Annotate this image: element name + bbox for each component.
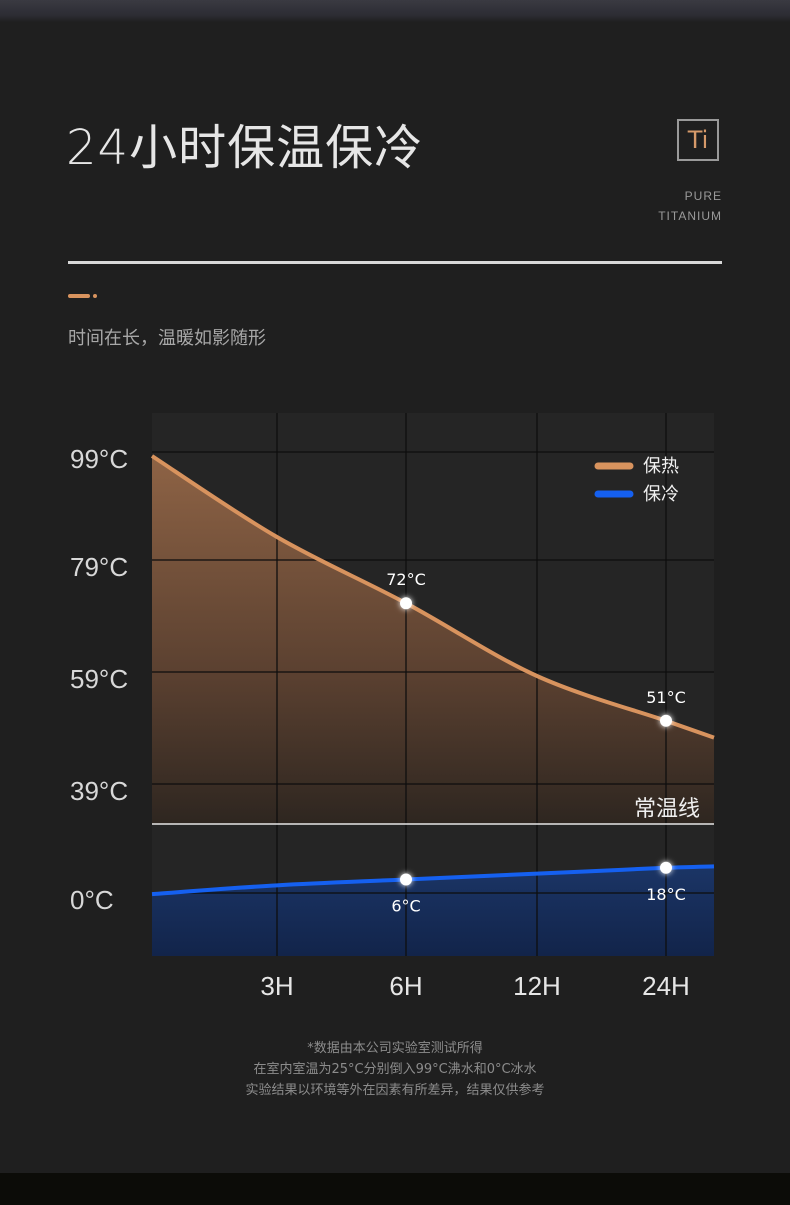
cold-point-label-1: 18°C [646,885,686,904]
cold-point-label-0: 6°C [391,896,420,915]
x-tick-label-3H: 3H [260,971,293,1001]
page-title: 24小时保温保冷 [66,120,424,176]
hot-point-label-1: 51°C [646,688,686,707]
footnote-line-3: 实验结果以环境等外在因素有所差异，结果仅供参考 [245,1083,545,1098]
cold-point-1 [660,861,672,874]
top-texture-strip [0,0,790,22]
x-tick-label-6H: 6H [389,971,422,1001]
reference-line-label: 常温线 [634,797,700,822]
hot-area [152,456,714,824]
subtitle: 时间在长，温暖如影随形 [68,328,266,349]
titanium-badge: Ti [677,119,719,161]
accent-dot [93,294,97,298]
legend-label-0: 保热 [643,456,679,477]
bottom-strip [0,1173,790,1205]
hot-point-1 [660,714,672,727]
y-tick-label-1: 79°C [70,552,128,582]
hot-point-0 [400,597,412,610]
hot-point-label-0: 72°C [386,570,426,589]
y-tick-label-2: 59°C [70,664,128,694]
brand-line-titanium: TITANIUM [658,209,722,223]
footnote-line-1: *数据由本公司实验室测试所得 [307,1041,483,1056]
footnote-line-2: 在室内室温为25°C分别倒入99°C沸水和0°C冰水 [253,1062,537,1077]
y-tick-label-0: 99°C [70,444,128,474]
cold-series-line [151,864,715,897]
legend-label-1: 保冷 [643,484,679,505]
cold-point-0 [400,873,412,886]
y-tick-label-4: 0°C [70,885,114,915]
accent-dash [68,294,90,298]
brand-line-pure: PURE [684,189,722,203]
x-tick-label-12H: 12H [513,971,561,1001]
header-divider [68,261,722,264]
cold-area [152,866,714,956]
x-tick-label-24H: 24H [642,971,690,1001]
y-tick-label-3: 39°C [70,776,128,806]
